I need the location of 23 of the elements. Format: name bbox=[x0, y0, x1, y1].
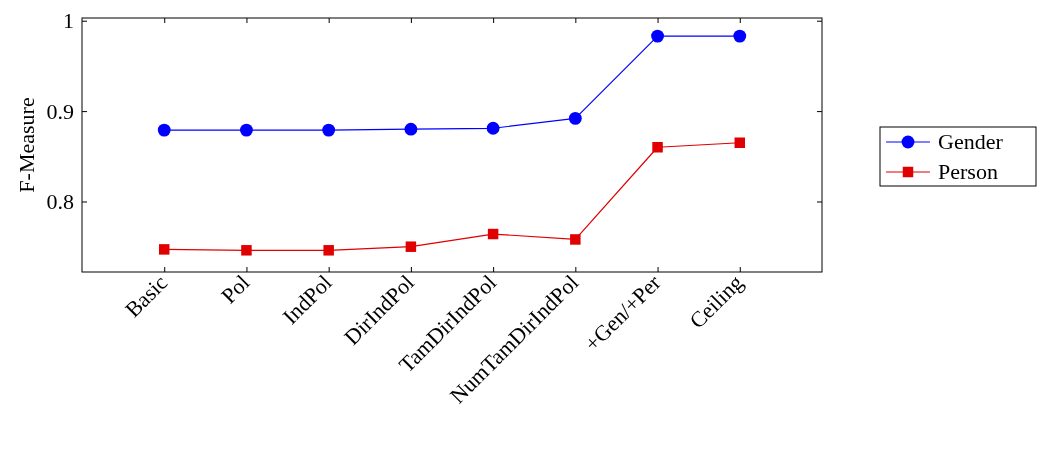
y-tick-label: 0.8 bbox=[46, 189, 74, 215]
y-axis-title: F-Measure bbox=[14, 97, 39, 193]
point bbox=[240, 123, 253, 137]
point bbox=[241, 245, 252, 256]
y-tick-label: 1 bbox=[63, 8, 74, 34]
point bbox=[487, 228, 499, 240]
point bbox=[568, 111, 582, 125]
point bbox=[652, 142, 663, 153]
point bbox=[323, 245, 334, 256]
point bbox=[158, 244, 170, 255]
point bbox=[733, 29, 747, 43]
y-tick-label: 0.9 bbox=[46, 98, 74, 124]
point bbox=[405, 241, 417, 252]
point bbox=[570, 234, 581, 245]
point bbox=[322, 123, 336, 137]
point bbox=[486, 121, 500, 135]
point bbox=[734, 137, 746, 148]
x-tick-label: Pol bbox=[216, 269, 255, 309]
point bbox=[404, 122, 418, 136]
point bbox=[157, 123, 171, 137]
legend-label: Person bbox=[938, 159, 998, 184]
legend-label: Gender bbox=[938, 129, 1004, 154]
point bbox=[651, 29, 664, 43]
